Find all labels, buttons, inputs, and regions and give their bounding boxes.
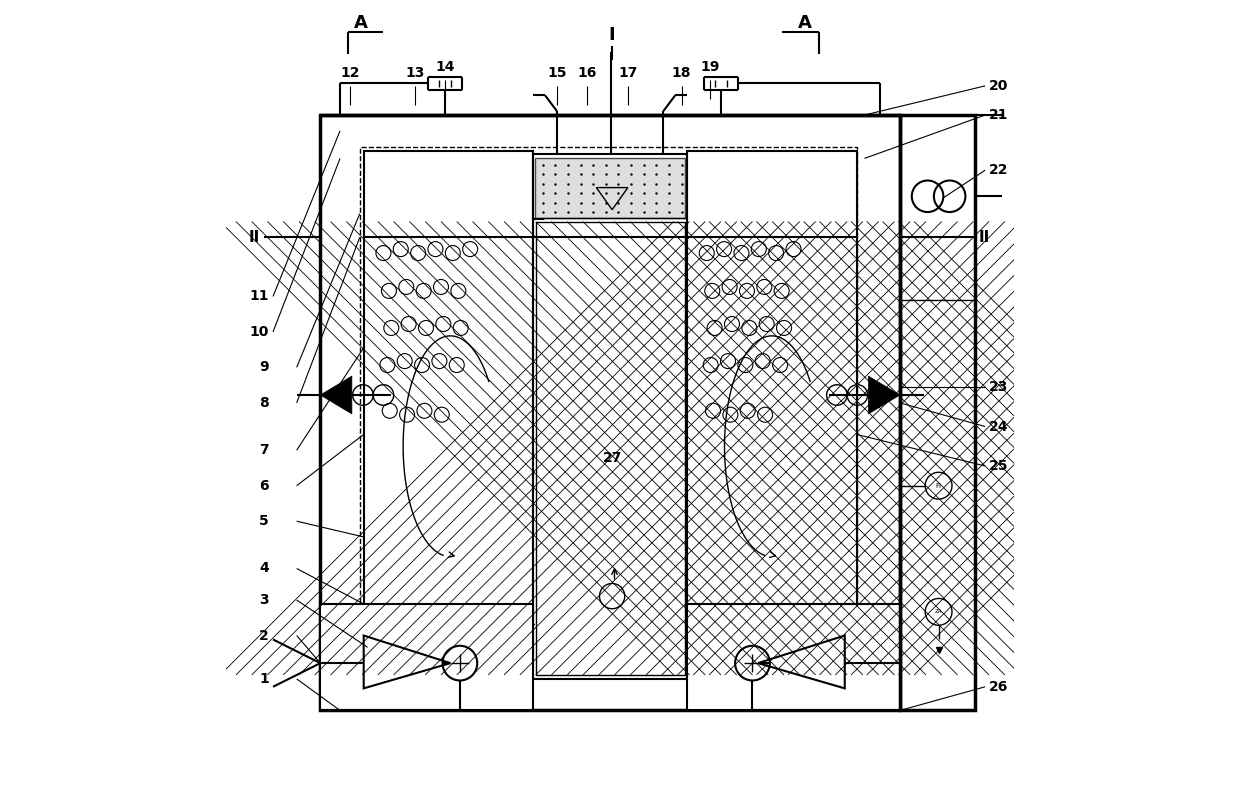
Text: II: II [978, 230, 990, 245]
Text: 3: 3 [259, 593, 269, 607]
Text: 18: 18 [672, 66, 691, 80]
Text: 9: 9 [259, 360, 269, 374]
Bar [534, 159, 686, 217]
Text: I: I [609, 25, 615, 43]
Text: 6: 6 [259, 479, 269, 493]
Text: 27: 27 [603, 451, 621, 465]
Text: 14: 14 [435, 60, 455, 74]
Bar [363, 151, 533, 623]
Bar [687, 604, 900, 710]
Text: A: A [355, 13, 368, 32]
Bar [320, 604, 533, 710]
Bar [533, 155, 687, 679]
Text: A: A [799, 13, 812, 32]
Text: 26: 26 [990, 679, 1008, 694]
Text: 23: 23 [990, 380, 1008, 394]
Text: 8: 8 [259, 396, 269, 410]
Text: FI: FI [936, 483, 941, 489]
Bar [536, 221, 684, 675]
Bar [900, 115, 975, 710]
Bar [360, 147, 857, 623]
Text: 22: 22 [990, 164, 1008, 177]
Polygon shape [320, 376, 352, 414]
Text: −: − [529, 211, 544, 229]
Text: 4: 4 [259, 562, 269, 575]
Text: 7: 7 [259, 443, 269, 457]
Text: 13: 13 [405, 66, 424, 80]
Text: 15: 15 [547, 66, 567, 80]
Text: 20: 20 [990, 79, 1008, 93]
Text: 5: 5 [259, 514, 269, 529]
Text: 1: 1 [259, 672, 269, 686]
Bar [320, 115, 900, 710]
Text: 21: 21 [990, 108, 1008, 122]
Text: 10: 10 [249, 325, 269, 339]
Text: 2: 2 [259, 629, 269, 642]
Text: 19: 19 [701, 60, 719, 74]
Text: 17: 17 [619, 66, 637, 80]
Bar [687, 151, 857, 623]
Text: 24: 24 [990, 419, 1008, 434]
Text: II: II [248, 230, 259, 245]
Text: 11: 11 [249, 289, 269, 303]
Text: ZA: ZA [935, 609, 942, 615]
Polygon shape [868, 376, 900, 414]
Text: 25: 25 [990, 459, 1008, 473]
Text: 16: 16 [577, 66, 596, 80]
Text: 12: 12 [341, 66, 360, 80]
